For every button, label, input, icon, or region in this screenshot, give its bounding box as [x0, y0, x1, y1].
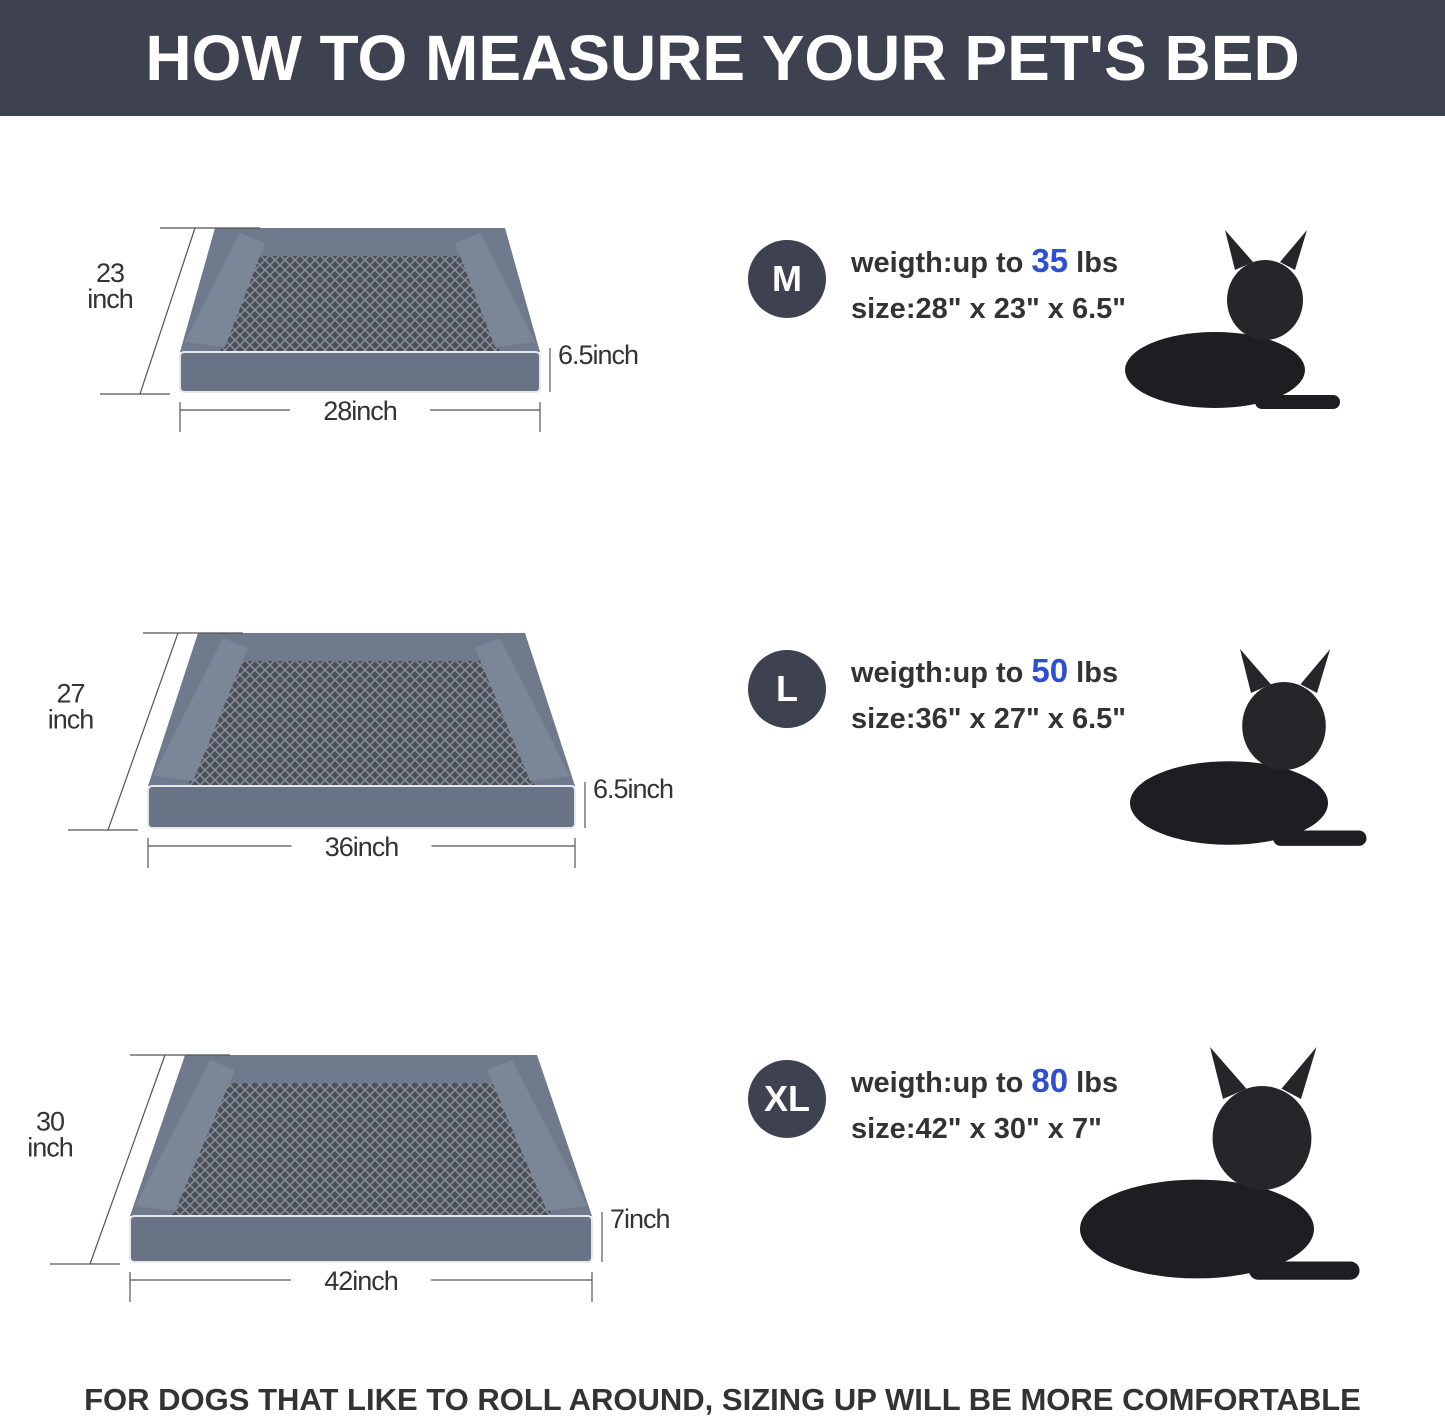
weight-text-part: lbs: [1068, 657, 1119, 689]
size-text: size:36" x 27" x 6.5": [851, 703, 1127, 735]
size-badge: XL: [748, 1060, 826, 1138]
weight-text-part: weigth:up to: [851, 1067, 1032, 1099]
size-text: size:42" x 30" x 7": [851, 1113, 1102, 1145]
bed-bolster-left: [135, 1060, 235, 1211]
depth-label: 27: [56, 679, 84, 709]
dog-paws: [1255, 395, 1340, 409]
dog-ears: [1210, 1047, 1317, 1099]
dog-body: [1125, 332, 1305, 408]
page-title: HOW TO MEASURE YOUR PET'S BED: [145, 22, 1300, 94]
dog-image-l: [1130, 649, 1367, 846]
size-text: size:28" x 23" x 6.5": [851, 293, 1127, 325]
footer-note: FOR DOGS THAT LIKE TO ROLL AROUND, SIZIN…: [84, 1382, 1361, 1417]
weight-text: weigth:up to 50 lbs: [851, 648, 1126, 696]
bed-bolster-right: [475, 638, 570, 781]
weight-value: 50: [1031, 652, 1069, 689]
dog-body: [1130, 761, 1328, 845]
dog-head: [1242, 682, 1326, 770]
dog-image-xl: [1080, 1047, 1360, 1280]
bed-mattress: [220, 256, 500, 352]
height-label: 6.5inch: [558, 340, 638, 370]
depth-label: inch: [48, 705, 94, 735]
depth-label: 23: [96, 258, 124, 288]
height-label: 7inch: [610, 1204, 670, 1234]
bed-base: [179, 351, 541, 393]
weight-value: 35: [1031, 242, 1069, 279]
bed-bolster-right: [487, 1060, 587, 1211]
width-label: 36inch: [325, 832, 399, 862]
size-info: weigth:up to 80 lbs size:42" x 30" x 7": [851, 1058, 1118, 1152]
dog-paws: [1273, 830, 1367, 846]
bed-bolster-right: [455, 233, 535, 347]
weight-value: 80: [1031, 1062, 1069, 1099]
depth-dimension-line: [107, 632, 179, 831]
depth-label: inch: [87, 284, 133, 314]
weight-text-part: weigth:up to: [851, 657, 1032, 689]
size-badge: M: [748, 240, 826, 318]
size-info: weigth:up to 50 lbs size:36" x 27" x 6.5": [851, 648, 1126, 742]
depth-dimension-line: [89, 1054, 166, 1265]
depth-label: inch: [27, 1133, 73, 1163]
weight-text: weigth:up to 80 lbs: [851, 1058, 1118, 1106]
depth-dimension-line: [139, 227, 196, 395]
weight-text: weigth:up to 35 lbs: [851, 238, 1126, 286]
header-banner: HOW TO MEASURE YOUR PET'S BED: [0, 0, 1445, 116]
height-label: 6.5inch: [593, 774, 673, 804]
bed-mattress: [170, 1083, 552, 1216]
dog-paws: [1249, 1261, 1360, 1280]
weight-text-part: lbs: [1068, 1067, 1119, 1099]
bed-bolster-left: [153, 638, 248, 781]
bed-base: [129, 1215, 593, 1263]
size-badge: L: [748, 650, 826, 728]
dog-image-m: [1125, 230, 1340, 409]
depth-label: 30: [36, 1107, 64, 1137]
dog-ears: [1225, 230, 1307, 270]
weight-text-part: weigth:up to: [851, 247, 1032, 279]
width-label: 28inch: [323, 396, 397, 426]
size-info: weigth:up to 35 lbs size:28" x 23" x 6.5": [851, 238, 1126, 332]
bed-base: [147, 785, 576, 829]
width-label: 42inch: [324, 1266, 398, 1296]
dog-head: [1227, 260, 1303, 340]
bed-bolster-left: [185, 233, 265, 347]
dog-head: [1212, 1086, 1312, 1190]
dog-ears: [1240, 649, 1331, 693]
bed-mattress: [188, 661, 535, 786]
weight-text-part: lbs: [1068, 247, 1119, 279]
dog-body: [1080, 1179, 1314, 1279]
